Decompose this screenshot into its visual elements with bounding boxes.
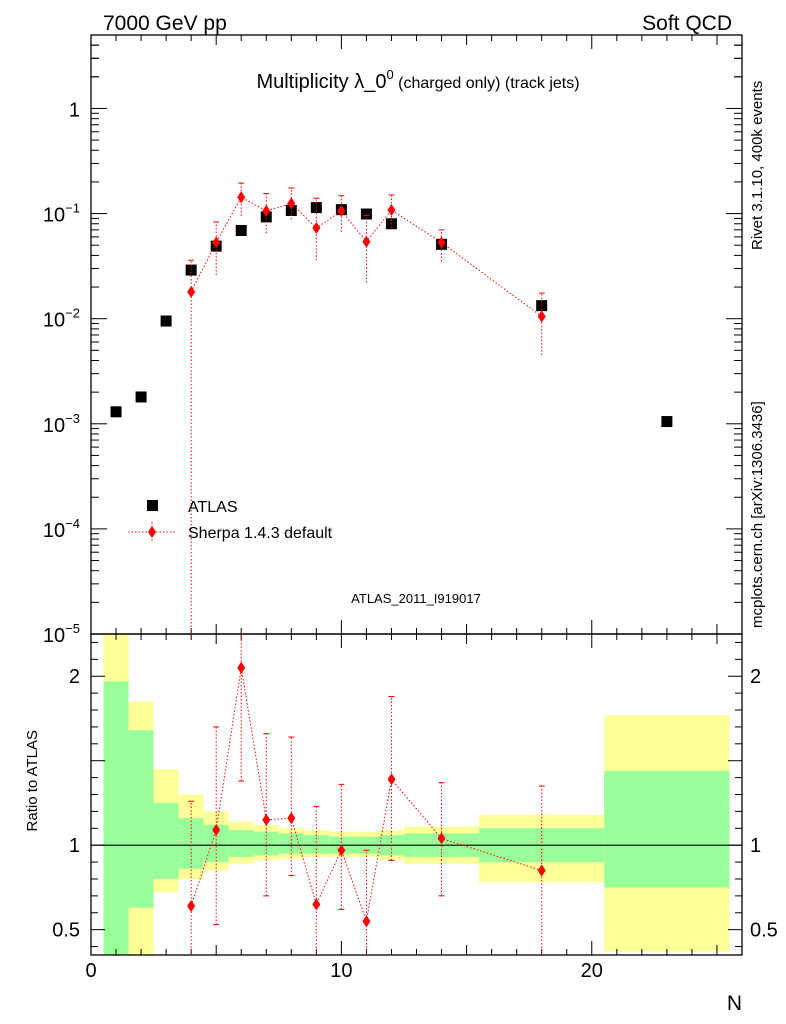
x-tick-label-10: 10: [330, 960, 352, 982]
legend-label-atlas: ATLAS: [188, 499, 238, 516]
ratio-y-tick-label-left-0: 0.5: [52, 920, 80, 942]
rivet-version-label: Rivet 3.1.10, 400k events: [749, 81, 766, 250]
ratio-y-tick-label-right-0: 0.5: [750, 920, 778, 942]
main-y-tick-label-5: 10−5: [43, 621, 80, 647]
main-y-tick-exp-5: −5: [65, 621, 80, 636]
ratio-y-tick-label-left-2: 2: [69, 666, 80, 688]
atlas-point-0: [110, 406, 122, 418]
ratio-band-green-8: [303, 835, 329, 854]
ratio-sherpa-point-2: [237, 661, 246, 674]
ratio-band-green-3: [178, 818, 204, 869]
main-y-tick-label-2: 10−2: [43, 306, 80, 332]
atlas-point-14: [661, 416, 673, 428]
legend: ATLAS Sherpa 1.4.3 default: [128, 499, 333, 542]
ratio-sherpa-point-7: [362, 915, 371, 928]
sherpa-point-8: [387, 204, 396, 217]
sherpa-point-3: [262, 204, 271, 217]
main-y-tick-base-2: 10: [43, 310, 65, 332]
atlas-point-1: [135, 391, 147, 403]
ratio-sherpa-point-4: [287, 812, 296, 825]
main-y-tick-label-4: 10−4: [43, 516, 80, 542]
x-axis-label: N: [727, 992, 742, 1015]
ratio-y-axis-label: Ratio to ATLAS: [24, 730, 41, 831]
x-tick-label-20: 20: [581, 960, 603, 982]
ratio-sherpa-point-0: [187, 900, 196, 913]
main-y-tick-base-4: 10: [43, 520, 65, 542]
sherpa-point-0: [187, 285, 196, 298]
ratio-uncertainty-bands: [103, 634, 730, 955]
sherpa-point-6: [337, 204, 346, 217]
x-tick-label-0: 0: [85, 960, 96, 982]
ratio-band-green-1: [128, 730, 154, 908]
ratio-band-green-0: [103, 681, 129, 955]
sherpa-point-7: [362, 235, 371, 248]
ratio-sherpa-point-1: [212, 823, 221, 836]
analysis-watermark: ATLAS_2011_I919017: [351, 591, 481, 606]
main-y-tick-exp-3: −3: [65, 411, 80, 426]
sherpa-point-2: [237, 191, 246, 204]
legend-marker-sherpa: [148, 526, 156, 538]
main-y-tick-exp-4: −4: [65, 516, 80, 531]
ratio-sherpa-point-6: [337, 844, 346, 857]
atlas-point-10: [360, 208, 372, 220]
ratio-sherpa-point-3: [262, 813, 271, 826]
main-y-tick-base-3: 10: [43, 415, 65, 437]
sherpa-point-5: [312, 221, 321, 234]
ratio-sherpa-point-9: [437, 832, 446, 845]
ratio-sherpa-point-8: [387, 773, 396, 786]
main-y-tick-label-0: 1: [69, 99, 80, 121]
source-label: mcplots.cern.ch [arXiv:1306.3436]: [749, 401, 766, 628]
ratio-band-green-6: [253, 831, 279, 856]
ratio-y-tick-label-left-1: 1: [69, 835, 80, 857]
main-plot-title: Multiplicity λ_00 (charged only) (track …: [256, 67, 579, 93]
title-main: Multiplicity λ_0: [256, 71, 386, 93]
title-superscript: 0: [386, 67, 393, 82]
main-y-tick-base-1: 10: [43, 205, 65, 227]
ratio-y-tick-label-right-2: 2: [750, 666, 761, 688]
header-right: Soft QCD: [642, 12, 732, 35]
ratio-sherpa-point-5: [312, 898, 321, 911]
ratio-band-green-2: [153, 802, 179, 879]
atlas-point-7: [285, 204, 297, 216]
atlas-point-3: [185, 264, 197, 276]
ratio-y-tick-label-right-1: 1: [750, 835, 761, 857]
atlas-point-5: [235, 225, 247, 237]
legend-label-sherpa: Sherpa 1.4.3 default: [188, 525, 333, 542]
data-series: [110, 182, 673, 955]
main-y-tick-label-3: 10−3: [43, 411, 80, 437]
main-y-tick-base-0: 1: [69, 99, 80, 121]
sherpa-point-9: [437, 236, 446, 249]
main-plot-frame: [90, 34, 743, 635]
title-qualifier: (charged only) (track jets): [394, 75, 580, 92]
atlas-point-2: [160, 315, 172, 327]
header-left: 7000 GeV pp: [103, 12, 227, 35]
ratio-band-green-5: [228, 829, 254, 858]
legend-marker-atlas: [147, 500, 158, 511]
main-y-tick-base-5: 10: [43, 625, 65, 647]
main-y-tick-exp-1: −1: [65, 201, 80, 216]
sherpa-point-4: [287, 197, 296, 210]
main-y-tick-label-1: 10−1: [43, 201, 80, 227]
main-y-tick-exp-2: −2: [65, 306, 80, 321]
ratio-band-green-14: [604, 770, 730, 888]
sherpa-point-10: [537, 310, 546, 323]
sherpa-point-1: [212, 236, 221, 249]
ratio-sherpa-point-10: [537, 864, 546, 877]
ratio-sherpa-line: [190, 667, 542, 924]
